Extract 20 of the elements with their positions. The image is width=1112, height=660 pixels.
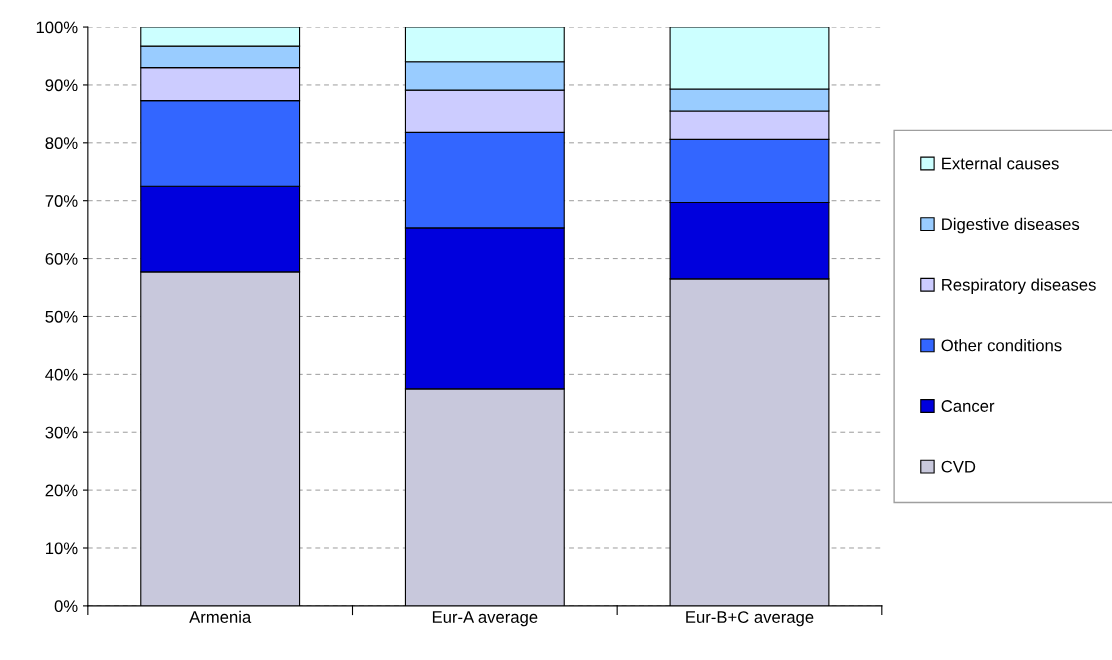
y-tick-label: 20%	[45, 484, 78, 497]
legend-label: Other conditions	[941, 339, 1062, 352]
y-tick-label: 40%	[45, 368, 78, 381]
y-tick-label: 80%	[45, 137, 78, 150]
y-tick-label: 70%	[45, 195, 78, 207]
legend-label: Respiratory diseases	[942, 278, 1096, 294]
legend-label: Digestive diseases	[942, 217, 1080, 234]
y-tick-label: 0%	[54, 600, 78, 613]
y-tick-label: 90%	[45, 79, 78, 92]
legend-label: Cancer	[941, 400, 995, 412]
legend-label: External causes	[942, 157, 1059, 170]
x-tick-label: Eur-B+C average	[686, 611, 814, 627]
x-tick-label: Armenia	[189, 610, 252, 623]
y-tick-label: 60%	[45, 252, 78, 265]
y-tick-label: 50%	[45, 310, 78, 323]
y-tick-label: 100%	[36, 21, 78, 34]
legend-label: CVD	[941, 460, 976, 473]
x-tick-label: Eur-A average	[432, 611, 538, 627]
y-tick-label: 30%	[45, 426, 78, 439]
y-tick-label: 10%	[46, 542, 78, 555]
